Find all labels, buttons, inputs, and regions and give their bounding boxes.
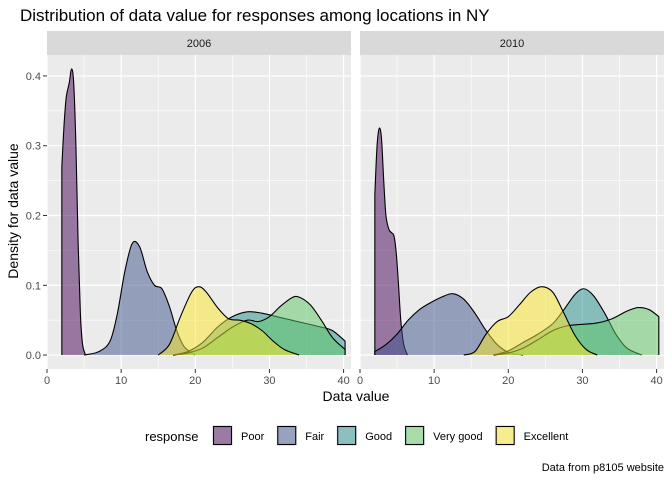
density-area-poor bbox=[61, 68, 86, 356]
x-tick-label: 40 bbox=[337, 375, 349, 387]
legend-swatch-fair bbox=[277, 425, 297, 446]
strip-label-2010: 2010 bbox=[500, 38, 524, 50]
grid-lines bbox=[46, 55, 351, 369]
legend-label-very-good: Very good bbox=[433, 431, 483, 443]
y-tick-label: 0.2 bbox=[26, 210, 41, 222]
y-axis-title: Density for data value bbox=[5, 143, 21, 279]
x-tick-label: 20 bbox=[502, 375, 514, 387]
density-area-fair bbox=[84, 241, 196, 356]
x-tick-label: 10 bbox=[428, 375, 440, 387]
strip-label-2006: 2006 bbox=[187, 38, 211, 50]
density-line-poor bbox=[374, 127, 408, 356]
legend-swatch-good bbox=[337, 425, 357, 446]
x-axis-ticks: 0 10 20 30 40 bbox=[44, 369, 350, 387]
legend-swatch-poor bbox=[212, 425, 233, 446]
legend-item-good: Good bbox=[336, 425, 392, 446]
caption: Data from p8105 website bbox=[542, 462, 664, 474]
y-tick-label: 0.1 bbox=[26, 280, 41, 292]
legend-swatch-excellent bbox=[495, 425, 515, 446]
strip-background bbox=[47, 31, 351, 55]
legend-title: response bbox=[145, 429, 198, 444]
x-tick-label: 0 bbox=[357, 375, 363, 387]
x-tick-label: 0 bbox=[44, 375, 50, 387]
panel-2010: 2010 0 10 20 30 40 bbox=[357, 31, 664, 387]
density-area-excellent bbox=[463, 286, 598, 356]
x-tick-label: 40 bbox=[650, 375, 662, 387]
legend-swatch-very-good bbox=[405, 425, 425, 446]
legend-item-very-good: Very good bbox=[404, 425, 483, 446]
x-tick-label: 30 bbox=[576, 375, 588, 387]
x-axis-ticks: 0 10 20 30 40 bbox=[357, 369, 663, 387]
legend-item-fair: Fair bbox=[276, 425, 325, 446]
strip-background bbox=[360, 31, 664, 55]
legend-item-poor: Poor bbox=[212, 425, 265, 446]
x-axis-title: Data value bbox=[323, 388, 390, 404]
density-areas bbox=[374, 127, 660, 356]
panel-2006: 2006 0 10 20 30 40 bbox=[44, 31, 351, 387]
density-area-excellent bbox=[158, 286, 300, 356]
density-line-poor bbox=[61, 68, 87, 356]
legend: response Poor Fair Good Very good Excellent bbox=[145, 425, 568, 446]
x-tick-label: 20 bbox=[189, 375, 201, 387]
density-areas bbox=[61, 68, 346, 356]
density-line-excellent bbox=[157, 286, 300, 356]
y-tick-label: 0.4 bbox=[26, 71, 41, 83]
x-tick-label: 10 bbox=[115, 375, 127, 387]
legend-item-excellent: Excellent bbox=[494, 425, 569, 446]
y-tick-label: 0.0 bbox=[26, 350, 41, 362]
legend-label-poor: Poor bbox=[241, 431, 265, 443]
legend-label-excellent: Excellent bbox=[524, 431, 569, 443]
legend-label-fair: Fair bbox=[305, 431, 324, 443]
chart-title: Distribution of data value for responses… bbox=[20, 6, 490, 25]
x-tick-label: 30 bbox=[263, 375, 275, 387]
y-axis: 0.0 0.1 0.2 0.3 0.4 bbox=[26, 71, 47, 362]
density-line-excellent bbox=[463, 286, 598, 356]
y-tick-label: 0.3 bbox=[26, 141, 41, 153]
legend-label-good: Good bbox=[365, 431, 392, 443]
